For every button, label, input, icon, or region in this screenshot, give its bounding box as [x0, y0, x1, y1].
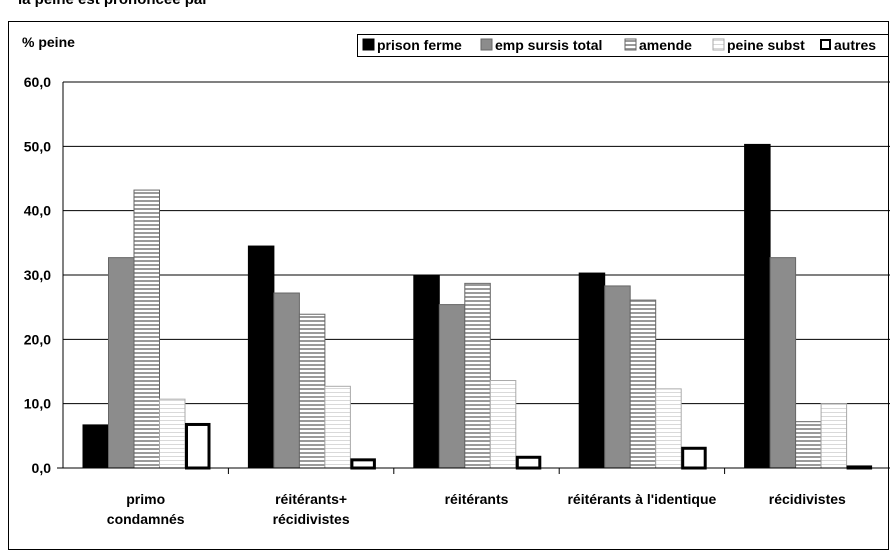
bar-peine-subst-1 [159, 398, 186, 469]
bar-peine-subst-4 [655, 388, 682, 469]
bar-peine-subst-2 [324, 385, 351, 469]
bar-amende-1 [133, 189, 160, 469]
legend-label: peine subst [727, 37, 805, 53]
x-category-label: réitérants à l'identique [567, 491, 716, 507]
legend-swatch [362, 38, 375, 51]
x-category-label: réitérants [445, 491, 509, 507]
bar-amende-5 [795, 421, 822, 469]
legend-swatch [480, 38, 493, 51]
y-tick-labels: 0,0 10,0 20,0 30,0 40,0 50,0 60,0 [24, 74, 51, 476]
x-category-label: primo condamnés [107, 491, 185, 527]
bar-emp-sursis-total-3 [438, 304, 466, 469]
legend-label: emp sursis total [495, 37, 602, 53]
bar-autres-2 [350, 458, 376, 470]
clipped-heading: la peine est prononcée par [18, 0, 208, 8]
legend-label: amende [639, 37, 692, 53]
legend-label: autres [834, 37, 876, 53]
y-tick-label: 0,0 [32, 460, 52, 476]
bar-emp-sursis-total-5 [769, 257, 797, 469]
bar-emp-sursis-total-1 [108, 257, 135, 469]
bar-prison-ferme-5 [744, 143, 771, 469]
y-tick-label: 30,0 [24, 267, 51, 283]
x-category-label: récidivistes [769, 491, 846, 507]
y-tick-label: 10,0 [24, 396, 51, 412]
bar-prison-ferme-2 [247, 245, 275, 469]
legend-swatch [712, 38, 725, 51]
bar-emp-sursis-total-4 [604, 285, 631, 469]
bar-emp-sursis-total-2 [273, 292, 300, 469]
clipped-heading-strip: la peine est prononcée par [0, 0, 892, 12]
x-category-label: réitérants+ récidivistes [273, 491, 350, 527]
legend-swatch [624, 38, 637, 51]
bar-peine-subst-3 [489, 380, 517, 469]
bar-autres-4 [681, 446, 707, 470]
axes [57, 82, 890, 474]
bar-peine-subst-5 [820, 403, 848, 469]
bar-amende-3 [464, 282, 491, 469]
legend: prison ferme emp sursis total amende peine … [357, 34, 889, 57]
bars [82, 143, 873, 470]
bar-prison-ferme-3 [413, 274, 440, 469]
y-tick-label: 20,0 [24, 331, 51, 347]
bar-prison-ferme-1 [82, 424, 109, 469]
y-axis-label: % peine [22, 34, 75, 50]
y-tick-label: 40,0 [24, 203, 51, 219]
y-tick-label: 50,0 [24, 138, 51, 154]
y-tick-label: 60,0 [24, 74, 51, 90]
bar-amende-2 [298, 313, 326, 469]
bar-amende-4 [629, 299, 657, 469]
bar-autres-1 [185, 422, 211, 470]
bar-autres-3 [515, 455, 542, 470]
x-category-labels: primo condamnés réitérants+ récidivistes réi… [107, 491, 846, 527]
legend-label: prison ferme [377, 37, 462, 53]
bar-prison-ferme-4 [578, 272, 606, 469]
legend-swatch [820, 39, 831, 50]
